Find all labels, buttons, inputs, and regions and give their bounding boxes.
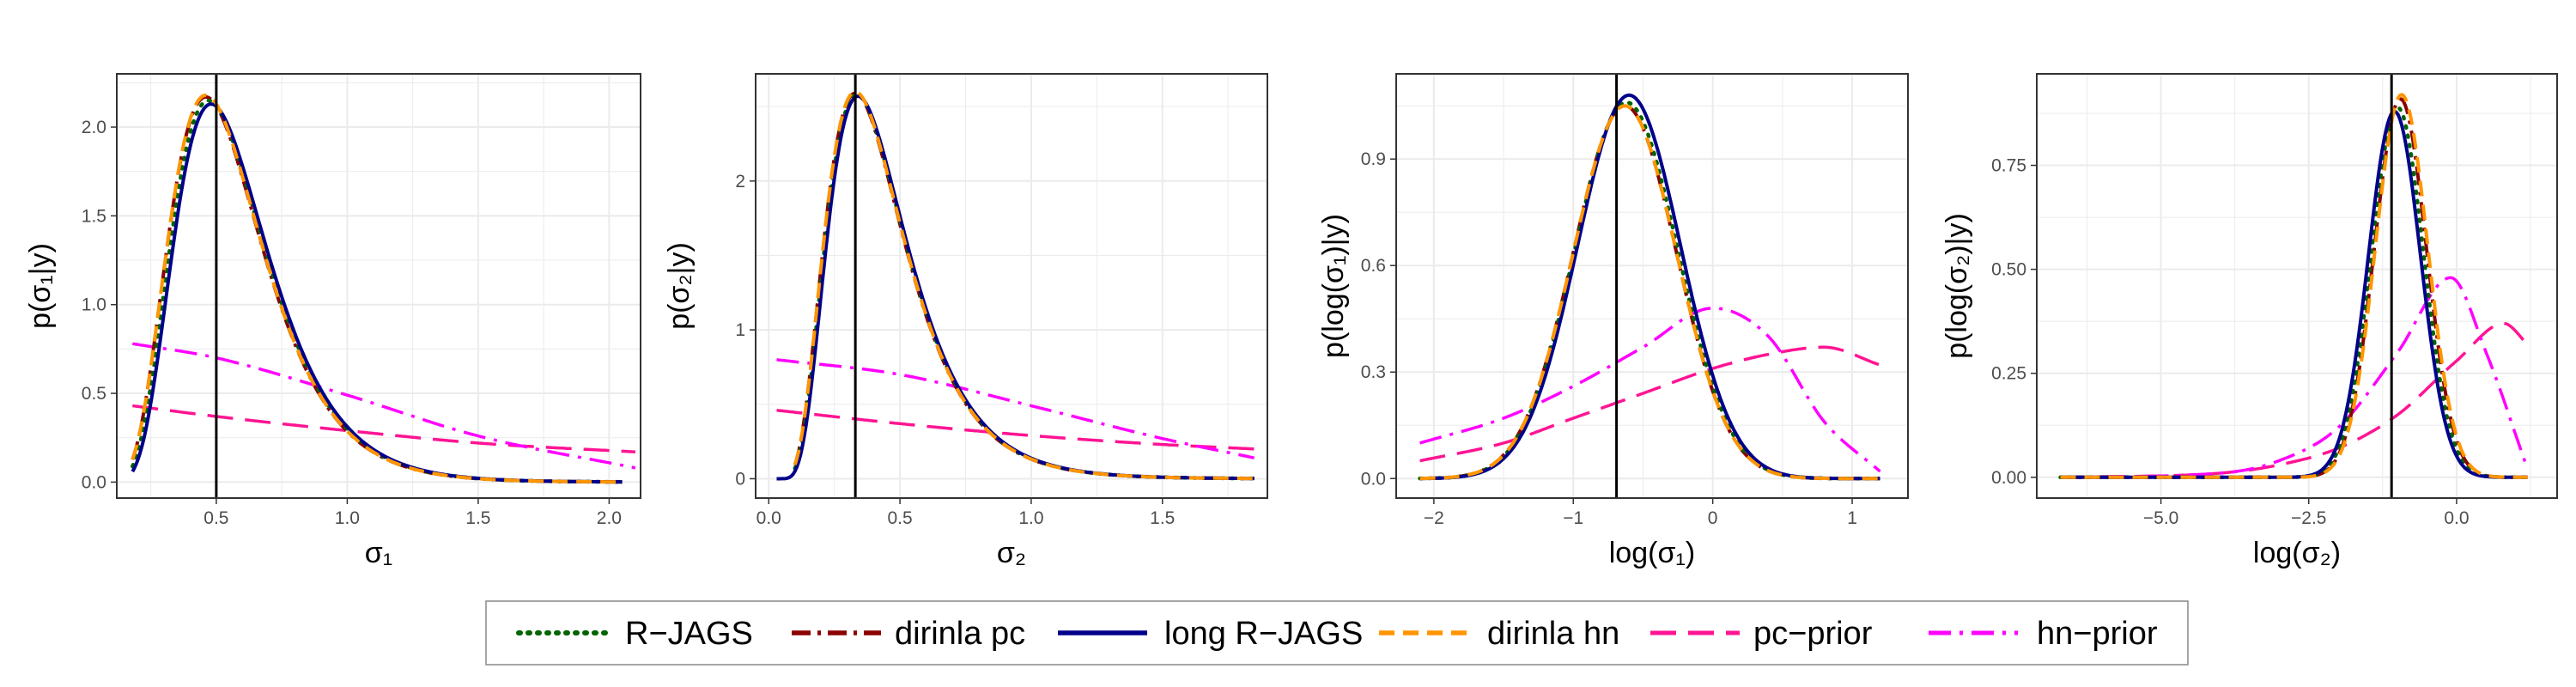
legend-item-pc-prior: pc−prior xyxy=(1650,616,1873,652)
x-tick-label: 0 xyxy=(1708,508,1718,528)
panel-4: −5.0 −2.5 0.0 0.00 0.25 0.50 0.75 log(σ₂) p(log(… xyxy=(1941,73,2558,569)
series-lines xyxy=(2058,93,2530,480)
x-tick-label: 1.0 xyxy=(1018,508,1043,528)
y-tick-label: 0.3 xyxy=(1361,362,1386,382)
legend-label: long R−JAGS xyxy=(1164,616,1363,652)
x-tick-label: 0.0 xyxy=(756,508,781,528)
legend-label: R−JAGS xyxy=(625,616,753,652)
series-dirinla-hn-line xyxy=(2060,93,2528,479)
legend: R−JAGS dirinla pc long R−JAGS dirinla hn pc−… xyxy=(485,600,2189,666)
y-tick-label: 0.9 xyxy=(1361,149,1386,169)
y-tick-label: 0.0 xyxy=(1361,469,1386,489)
legend-label: dirinla hn xyxy=(1487,616,1619,652)
y-axis-label: p(log(σ₁)|y) xyxy=(1317,214,1350,358)
series-dirinla-hn-line xyxy=(793,89,1255,481)
y-axis-label: p(σ₂|y) xyxy=(663,242,696,330)
x-tick-label: 1 xyxy=(1847,508,1857,528)
legend-item-dirinla-hn: dirinla hn xyxy=(1379,616,1619,652)
x-axis-label: log(σ₁) xyxy=(1609,537,1695,569)
x-tick-label: 0.5 xyxy=(204,508,228,528)
y-tick-label: 2 xyxy=(735,172,745,192)
y-tick-label: 0.25 xyxy=(1991,364,2026,384)
panel-2: 0.0 0.5 1.0 1.5 0 1 2 σ₂ p(σ₂|y) xyxy=(663,73,1268,569)
legend-item-long-rjags: long R−JAGS xyxy=(1058,616,1363,652)
y-tick-label: 0.6 xyxy=(1361,256,1386,276)
x-tick-label: −2.5 xyxy=(2291,508,2326,528)
plot-background xyxy=(117,74,641,498)
y-tick-label: 0.50 xyxy=(1991,260,2026,280)
x-tick-label: 0.0 xyxy=(2444,508,2469,528)
series-dirinla-hn-line xyxy=(131,93,623,484)
legend-label: pc−prior xyxy=(1753,616,1873,652)
legend-box xyxy=(485,600,2189,666)
y-axis-label: p(log(σ₂)|y) xyxy=(1941,213,1973,359)
y-tick-label: 0 xyxy=(735,469,745,489)
x-tick-label: −5.0 xyxy=(2143,508,2178,528)
x-tick-label: 1.0 xyxy=(335,508,360,528)
x-axis-label: log(σ₂) xyxy=(2253,537,2341,569)
y-axis-label: p(σ₁|y) xyxy=(24,243,57,329)
series-lines xyxy=(1418,93,1882,481)
legend-label: hn−prior xyxy=(2037,616,2158,652)
x-tick-label: 1.5 xyxy=(1150,508,1175,528)
series-dirinla-hn-line xyxy=(1419,104,1880,481)
legend-item-hn-prior: hn−prior xyxy=(1929,616,2158,652)
series-lines xyxy=(776,89,1256,481)
series-hn-prior-line xyxy=(2060,276,2530,479)
y-tick-label: 1.5 xyxy=(82,206,106,226)
series-hn-prior-line xyxy=(776,358,1255,459)
panel-border xyxy=(755,73,1268,499)
panel-3: −2 −1 0 1 0.0 0.3 0.6 0.9 log(σ₁) p(log(σ₁)|y) xyxy=(1317,73,1909,569)
y-tick-label: 0.00 xyxy=(1991,468,2026,488)
panel-border xyxy=(2036,73,2558,499)
y-tick-label: 1.0 xyxy=(82,295,106,315)
x-axis-label: σ₁ xyxy=(365,537,392,569)
plot-background xyxy=(2037,74,2557,498)
legend-item-rjags: R−JAGS xyxy=(516,616,753,652)
x-tick-label: 1.5 xyxy=(465,508,490,528)
y-tick-label: 1 xyxy=(735,320,745,340)
series-hn-prior-line xyxy=(132,342,636,470)
legend-item-dirinla-pc: dirinla pc xyxy=(792,616,1025,652)
x-axis-label: σ₂ xyxy=(997,537,1026,569)
x-tick-label: 0.5 xyxy=(888,508,913,528)
x-tick-label: −2 xyxy=(1424,508,1444,528)
y-tick-label: 0.75 xyxy=(1991,156,2026,176)
plot-background xyxy=(1396,74,1908,498)
panel-border xyxy=(1395,73,1909,499)
x-tick-label: −1 xyxy=(1563,508,1583,528)
legend-label: dirinla pc xyxy=(895,616,1025,652)
y-tick-label: 0.5 xyxy=(82,384,106,404)
y-tick-label: 0.0 xyxy=(82,472,106,492)
series-pc-prior-line xyxy=(1419,345,1881,463)
panel-1: 0.5 1.0 1.5 2.0 0.0 0.5 1.0 1.5 2.0 σ₁ p(σ₁|y) xyxy=(24,73,641,569)
y-tick-label: 2.0 xyxy=(82,118,106,137)
panel-border xyxy=(116,73,641,499)
x-tick-label: 2.0 xyxy=(597,508,622,528)
